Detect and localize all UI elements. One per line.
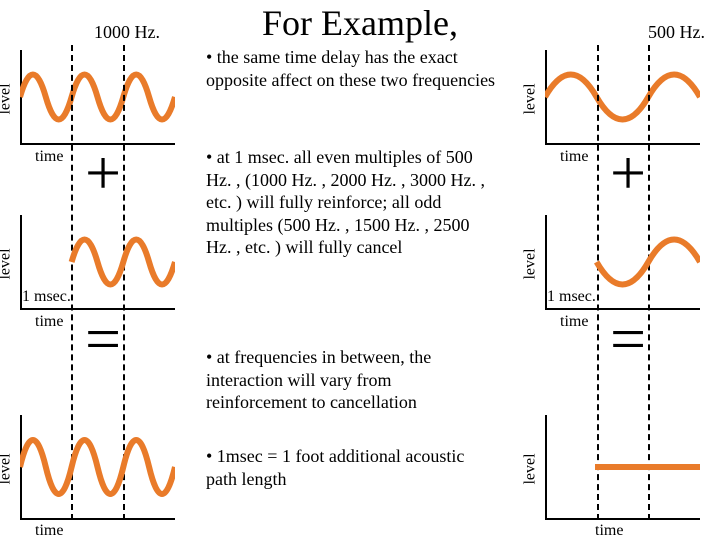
right-top-chart [545, 50, 700, 145]
bullet-3: • at frequencies in between, the interac… [206, 346, 486, 414]
ylabel-right-bot: level [522, 453, 540, 484]
plus-right: + [610, 136, 646, 210]
msec-left: 1 msec. [22, 288, 71, 306]
xlabel-right-mid: time [560, 313, 588, 331]
xlabel-left-bot: time [35, 522, 63, 540]
right-freq-label: 500 Hz. [648, 22, 705, 43]
wave-1000-sum [20, 415, 175, 520]
ylabel-left-bot: level [0, 453, 15, 484]
equals-right: = [610, 302, 646, 376]
right-bot-chart [545, 415, 700, 520]
ylabel-right-top: level [522, 83, 540, 114]
xlabel-left-mid: time [35, 313, 63, 331]
plus-left: + [85, 136, 121, 210]
slide-title: For Example, [262, 2, 458, 44]
xlabel-right-bot: time [595, 522, 623, 540]
left-bot-chart [20, 415, 175, 520]
ylabel-left-top: level [0, 83, 15, 114]
wave-500-sum [545, 415, 700, 520]
msec-right: 1 msec. [547, 288, 596, 306]
ylabel-right-mid: level [522, 248, 540, 279]
xlabel-left-top: time [35, 148, 63, 166]
left-top-chart [20, 50, 175, 145]
xlabel-right-top: time [560, 148, 588, 166]
wave-500-top [545, 50, 700, 145]
equals-left: = [85, 302, 121, 376]
left-freq-label: 1000 Hz. [94, 22, 160, 43]
bullet-1: • the same time delay has the exact oppo… [206, 46, 496, 91]
bullet-4: • 1msec = 1 foot additional acoustic pat… [206, 445, 486, 490]
bullet-2: • at 1 msec. all even multiples of 500 H… [206, 146, 486, 259]
wave-1000-top [20, 50, 175, 145]
ylabel-left-mid: level [0, 248, 15, 279]
